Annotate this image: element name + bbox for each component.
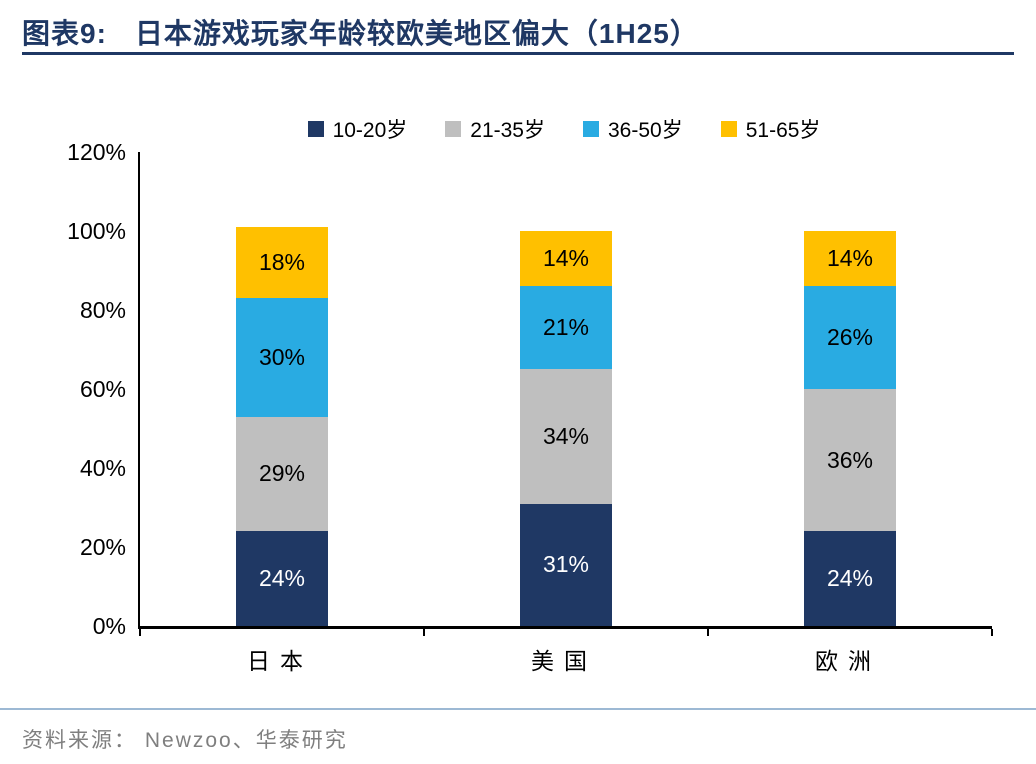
legend-label: 10-20岁 xyxy=(332,119,408,142)
bar-segment: 14% xyxy=(804,231,896,287)
bar-segment: 18% xyxy=(236,227,328,299)
bar-segment: 30% xyxy=(236,298,328,417)
bars-row: 24% 29% 30% 18% 31% 34% 21% 14% 24% 36% 26% 14% xyxy=(140,152,992,626)
legend-label: 36-50岁 xyxy=(608,119,683,142)
y-tick-label: 100% xyxy=(67,218,126,244)
source-label: 资料来源： xyxy=(22,729,137,752)
bar-segment: 14% xyxy=(520,231,612,287)
bar-group: 24% 36% 26% 14% xyxy=(708,152,992,626)
stacked-bar: 24% 29% 30% 18% xyxy=(236,227,328,626)
stacked-bar: 31% 34% 21% 14% xyxy=(520,231,612,626)
bar-segment: 24% xyxy=(804,531,896,626)
legend-swatch xyxy=(307,121,324,137)
x-axis-labels: 日本 美国 欧洲 xyxy=(138,642,990,676)
legend-swatch xyxy=(583,121,599,137)
legend-item: 36-50岁 xyxy=(583,114,683,144)
y-tick-label: 120% xyxy=(67,139,126,165)
footer-rule xyxy=(0,708,1036,710)
legend-swatch xyxy=(720,121,737,137)
legend-label: 51-65岁 xyxy=(745,119,821,142)
legend-label: 21-35岁 xyxy=(470,119,545,142)
y-tick-label: 80% xyxy=(79,297,126,323)
y-tick-label: 20% xyxy=(79,534,126,560)
legend-item: 10-20岁 xyxy=(307,114,408,144)
x-axis-tick xyxy=(991,629,993,636)
plot-area: 24% 29% 30% 18% 31% 34% 21% 14% 24% 36% 26% 14% xyxy=(138,152,993,636)
bar-group: 24% 29% 30% 18% xyxy=(140,152,424,626)
source-text: Newzoo、华泰研究 xyxy=(144,729,348,752)
bar-segment: 21% xyxy=(520,286,612,370)
bar-segment: 24% xyxy=(236,531,328,626)
y-tick-label: 40% xyxy=(79,455,126,481)
title-rule xyxy=(22,52,1014,55)
y-axis-labels: 0% 20% 40% 60% 80% 100% 120% xyxy=(0,139,126,639)
x-axis-label: 欧洲 xyxy=(815,648,881,674)
x-axis-tick xyxy=(139,629,141,636)
x-axis-label: 日本 xyxy=(247,648,313,674)
stacked-bar: 24% 36% 26% 14% xyxy=(804,231,896,626)
legend-swatch xyxy=(445,121,462,137)
bar-group: 31% 34% 21% 14% xyxy=(424,152,708,626)
source-line: 资料来源： Newzoo、华泰研究 xyxy=(22,724,348,754)
legend-item: 21-35岁 xyxy=(445,114,545,144)
figure-title: 日本游戏玩家年龄较欧美地区偏大（1H25） xyxy=(134,18,699,49)
figure-header: 图表9: 日本游戏玩家年龄较欧美地区偏大（1H25） xyxy=(22,12,699,52)
x-axis-tick xyxy=(422,629,425,636)
legend: 10-20岁 21-35岁 36-50岁 51-65岁 xyxy=(138,114,990,144)
figure-label: 图表9: xyxy=(22,18,107,49)
y-tick-label: 60% xyxy=(79,376,126,402)
legend-item: 51-65岁 xyxy=(720,114,821,144)
bar-segment: 29% xyxy=(236,416,328,532)
bar-segment: 31% xyxy=(520,503,612,626)
x-axis-label: 美国 xyxy=(531,648,597,674)
bar-segment: 26% xyxy=(804,286,896,390)
bar-segment: 34% xyxy=(520,369,612,504)
x-axis-tick xyxy=(706,629,709,636)
y-tick-label: 0% xyxy=(92,613,126,639)
bar-segment: 36% xyxy=(804,389,896,532)
